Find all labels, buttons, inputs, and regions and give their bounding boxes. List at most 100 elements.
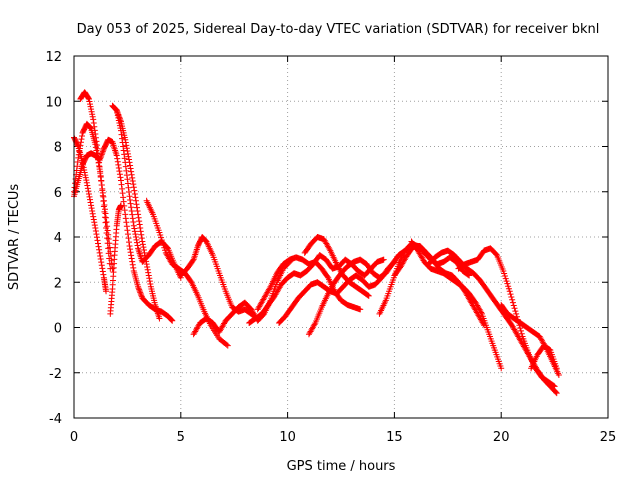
data-point	[132, 234, 139, 240]
data-point	[169, 317, 176, 324]
data-point	[95, 243, 102, 250]
data-point	[115, 114, 122, 121]
y-tick-label: -2	[49, 367, 62, 382]
data-point	[124, 150, 131, 157]
data-point	[81, 169, 88, 176]
plot-frame	[73, 55, 609, 419]
data-point	[518, 330, 525, 337]
data-point	[311, 321, 318, 328]
data-point	[465, 271, 472, 278]
data-point	[126, 189, 133, 196]
data-point	[77, 139, 84, 146]
data-point	[93, 138, 100, 145]
data-point	[119, 185, 126, 192]
data-point	[157, 232, 164, 239]
data-point	[513, 310, 520, 317]
data-point	[129, 258, 136, 265]
data-point	[126, 156, 133, 163]
x-tick-label: 15	[386, 430, 403, 445]
data-point	[82, 172, 89, 179]
data-point	[129, 178, 136, 185]
data-point	[146, 278, 153, 285]
data-point	[88, 205, 95, 212]
x-axis-label: GPS time / hours	[287, 459, 396, 474]
data-point	[92, 228, 99, 235]
data-point	[143, 261, 150, 268]
data-point	[139, 238, 146, 245]
data-point	[72, 180, 79, 187]
x-tick-label: 10	[279, 430, 296, 445]
data-point	[116, 171, 123, 178]
data-point	[103, 230, 110, 237]
data-point	[94, 153, 101, 160]
data-point	[114, 158, 121, 165]
data-point	[509, 296, 516, 303]
data-point	[100, 198, 107, 205]
data-point	[82, 174, 89, 181]
data-point	[95, 154, 102, 161]
data-point	[134, 207, 141, 214]
data-point	[84, 185, 91, 192]
data-point	[159, 239, 166, 246]
data-point	[126, 193, 133, 200]
data-point	[517, 327, 524, 334]
data-point	[224, 342, 231, 349]
data-point	[121, 207, 128, 214]
data-point	[94, 237, 101, 244]
data-point	[91, 123, 98, 130]
data-point	[508, 293, 515, 300]
data-point	[89, 207, 96, 214]
data-point	[87, 124, 94, 131]
data-point	[326, 246, 333, 253]
data-point	[124, 227, 131, 234]
data-point	[147, 280, 154, 287]
data-point	[96, 163, 103, 170]
data-point	[87, 101, 94, 108]
data-point	[162, 247, 169, 254]
data-point	[95, 150, 102, 157]
data-point	[125, 235, 132, 242]
data-point	[511, 305, 518, 312]
data-point	[114, 109, 121, 116]
data-point	[91, 127, 98, 134]
data-point	[96, 246, 103, 253]
data-point	[506, 288, 513, 295]
data-point	[129, 215, 136, 222]
data-point	[137, 289, 144, 296]
data-point	[95, 159, 102, 166]
data-point	[88, 106, 95, 113]
data-point	[122, 163, 129, 170]
data-point	[135, 283, 142, 290]
data-point	[130, 181, 137, 188]
data-point	[102, 219, 109, 226]
data-point	[128, 207, 135, 214]
data-point	[138, 235, 145, 242]
data-point	[85, 191, 92, 198]
data-point	[156, 229, 163, 236]
data-point	[99, 192, 106, 199]
data-point	[130, 184, 137, 191]
data-point	[126, 239, 133, 246]
data-point	[87, 199, 94, 206]
data-point	[505, 283, 512, 290]
data-point	[90, 120, 97, 127]
data-point	[100, 203, 107, 210]
data-point	[135, 214, 142, 221]
data-point	[365, 292, 372, 299]
series-trace-22	[528, 342, 560, 372]
data-point	[137, 224, 144, 231]
data-point	[123, 167, 130, 174]
data-point	[127, 162, 134, 169]
data-point	[357, 306, 364, 313]
series-trace-8	[143, 197, 231, 349]
data-point	[131, 187, 138, 194]
data-point	[500, 267, 507, 274]
data-point	[101, 206, 108, 213]
data-point	[555, 372, 562, 379]
data-point	[517, 325, 524, 332]
data-point	[118, 181, 125, 188]
data-point	[120, 198, 127, 205]
data-point	[119, 190, 126, 197]
chart-title: Day 053 of 2025, Sidereal Day-to-day VTE…	[77, 22, 600, 37]
data-point	[119, 135, 126, 142]
